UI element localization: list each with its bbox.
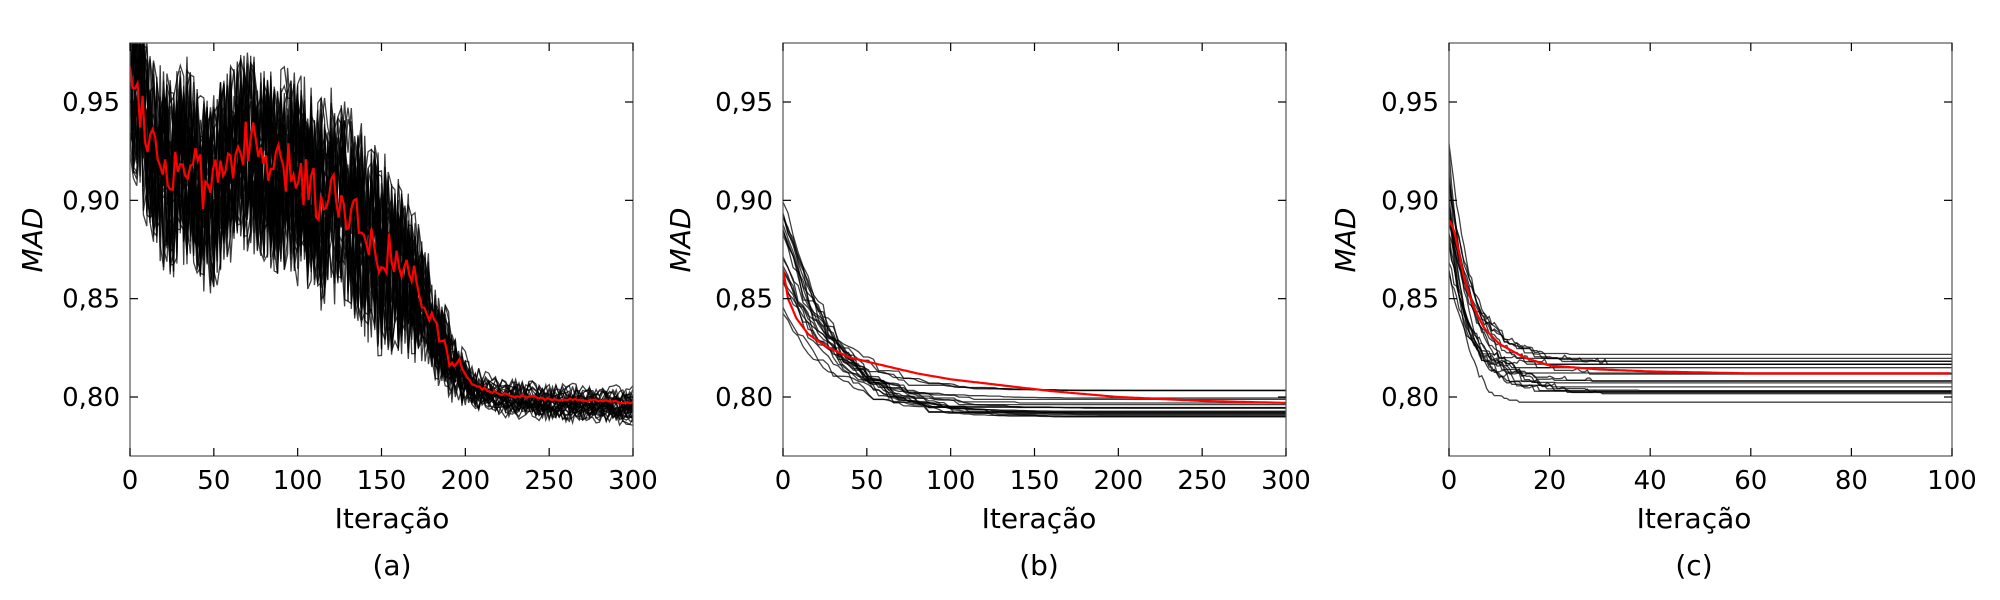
x-tick-label: 200 — [1094, 466, 1144, 496]
panel-a: MAD Iteração (a) 0 50 100 150 200 250 300 0,80 0… — [16, 42, 658, 582]
run-line — [783, 265, 1286, 413]
run-line — [783, 214, 1286, 409]
panel-b: MAD Iteração (b) 0 50 100 150 200 250 300 0,80 0… — [664, 42, 1311, 582]
x-tick-label: 60 — [1734, 466, 1767, 496]
run-line — [783, 224, 1286, 417]
y-tick-label: 0,80 — [1381, 383, 1439, 413]
run-line — [130, 43, 633, 422]
run-line — [1449, 191, 1952, 403]
plot-frame — [782, 42, 1287, 457]
y-tick-label: 0,95 — [715, 88, 773, 118]
run-line — [1449, 239, 1952, 388]
run-line — [1449, 215, 1952, 375]
run-line — [1449, 206, 1952, 384]
plot-area — [130, 43, 633, 427]
x-tick-label: 200 — [441, 466, 491, 496]
y-axis-title: MAD — [1329, 208, 1362, 273]
run-line — [130, 77, 633, 421]
panel-c: MAD Iteração (c) 0 20 40 60 80 100 0,80 0,85 0,9… — [1329, 42, 1977, 582]
x-tick-label: 50 — [197, 466, 230, 496]
y-tick-label: 0,85 — [1381, 285, 1439, 315]
y-tick-label: 0,80 — [62, 383, 120, 413]
y-tick-label: 0,90 — [1381, 186, 1439, 216]
y-tick-label: 0,80 — [715, 383, 773, 413]
y-axis-title: MAD — [664, 208, 697, 273]
run-line — [1449, 143, 1952, 395]
mean-line — [1449, 219, 1950, 375]
run-line — [1449, 262, 1952, 392]
y-tick-label: 0,90 — [62, 186, 120, 216]
x-tick-label: 150 — [1010, 466, 1060, 496]
y-axis-title: MAD — [16, 208, 49, 273]
y-tick-label: 0,85 — [62, 285, 120, 315]
x-tick-label: 100 — [926, 466, 976, 496]
x-tick-label: 40 — [1634, 466, 1667, 496]
panel-label: (a) — [372, 549, 411, 582]
run-line — [1449, 167, 1952, 365]
run-line — [1449, 233, 1952, 363]
y-tick-label: 0,85 — [715, 285, 773, 315]
run-line — [1449, 270, 1952, 360]
run-line — [1449, 207, 1952, 369]
run-line — [1449, 270, 1952, 394]
plot-frame — [1448, 42, 1953, 457]
run-line — [1449, 149, 1952, 374]
x-tick-label: 250 — [524, 466, 574, 496]
panel-label: (c) — [1675, 549, 1712, 582]
plot-area — [783, 201, 1286, 418]
x-axis-title: Iteração — [982, 502, 1097, 535]
y-tick-label: 0,95 — [62, 88, 120, 118]
run-line — [1449, 223, 1952, 366]
x-tick-label: 300 — [608, 466, 658, 496]
x-tick-label: 0 — [1441, 466, 1458, 496]
x-tick-label: 300 — [1261, 466, 1311, 496]
run-line — [130, 43, 633, 408]
y-tick-label: 0,95 — [1381, 88, 1439, 118]
run-line — [1449, 242, 1952, 382]
x-tick-label: 0 — [775, 466, 792, 496]
x-axis-title: Iteração — [1637, 502, 1752, 535]
x-tick-label: 250 — [1177, 466, 1227, 496]
y-tick-label: 0,90 — [715, 186, 773, 216]
run-line — [1449, 184, 1952, 362]
run-line — [783, 270, 1286, 392]
run-line — [783, 279, 1286, 418]
x-tick-label: 150 — [357, 466, 407, 496]
x-tick-label: 20 — [1533, 466, 1566, 496]
x-tick-label: 0 — [122, 466, 139, 496]
run-line — [783, 234, 1286, 404]
run-line — [783, 307, 1286, 409]
run-line — [783, 281, 1286, 406]
run-line — [1449, 176, 1952, 356]
x-tick-label: 50 — [850, 466, 883, 496]
mean-line — [783, 269, 1286, 404]
run-line — [783, 313, 1286, 412]
mean-line — [130, 66, 633, 405]
x-axis-title: Iteração — [335, 502, 450, 535]
x-tick-label: 100 — [1927, 466, 1977, 496]
run-line — [130, 44, 633, 420]
panel-label: (b) — [1019, 549, 1059, 582]
run-line — [783, 217, 1286, 416]
x-tick-label: 100 — [273, 466, 323, 496]
run-line — [1449, 202, 1952, 366]
plot-area — [1449, 143, 1952, 403]
x-tick-label: 80 — [1835, 466, 1868, 496]
